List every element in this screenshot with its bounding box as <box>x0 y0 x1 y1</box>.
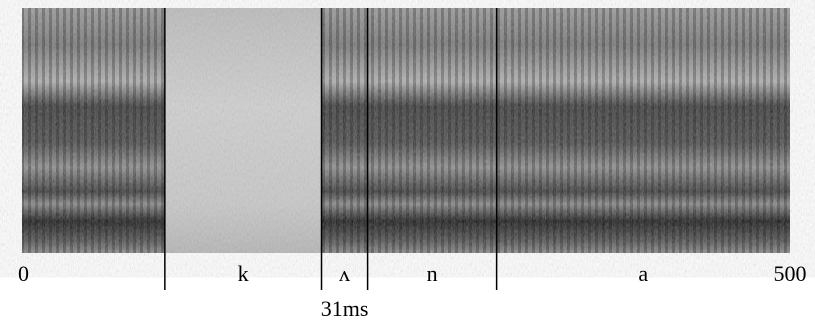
noise <box>22 8 790 253</box>
duration-annotation: 31ms <box>321 296 369 321</box>
x-tick-label: 500 <box>774 261 807 286</box>
segment-label: a <box>638 261 648 286</box>
spectrogram-image <box>22 8 790 253</box>
segment-label: n <box>427 261 438 286</box>
segment-label: k <box>238 261 249 286</box>
x-tick-label: 0 <box>18 261 29 286</box>
segment-label: ʌ <box>339 261 350 286</box>
